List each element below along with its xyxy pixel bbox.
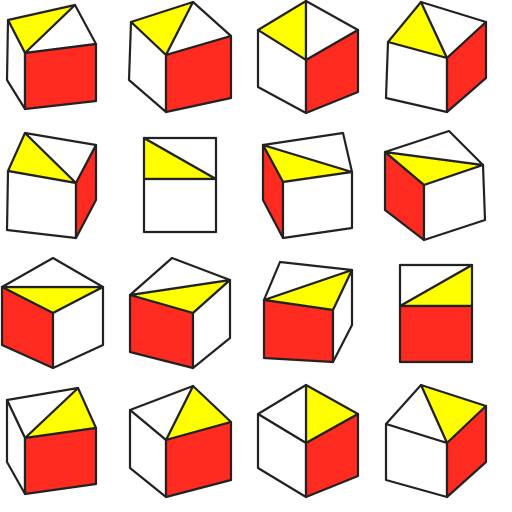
cube-r3c2 [128,256,232,370]
cube-r4c3-face-4-red [304,412,360,499]
cube-r3c2-face-4-white [191,278,232,370]
cube-r1c2 [127,0,233,114]
cube-r3c4-face-2-white [398,263,474,308]
cube-r1c4-face-4-red [445,20,488,114]
cube-r1c4 [384,0,488,114]
cube-r3c3-face-4-white [331,268,354,364]
cube-r3c1 [0,256,105,370]
cube-r2c1-face-3-white [5,169,78,240]
cube-r1c1-face-4-red [23,42,98,111]
cube-r1c1 [5,3,98,111]
cube-r4c4-face-4-red [445,404,488,499]
cube-r2c3 [261,131,354,240]
cube-r3c2-face-2-white [128,256,232,297]
cube-r2c3-face-4-white [281,170,354,240]
cube-r4c3 [256,383,360,499]
cube-r3c3-face-2-white [262,260,354,302]
cube-r3c3 [262,260,354,364]
cube-r3c4-face-3-red [398,304,474,364]
cube-r4c2 [128,384,233,499]
cube-r1c2-face-4-red [164,34,233,114]
cube-r2c2 [142,136,218,234]
cube-r1c3-face-4-red [304,28,360,115]
cube-r4c1-face-4-red [23,426,98,496]
cube-r2c1-face-4-red [74,143,98,240]
cube-r1c3 [256,0,360,115]
cube-r3c1-face-4-white [51,285,105,370]
cube-r2c3-face-2-white [261,131,354,174]
cube-r4c2-face-4-red [164,420,233,499]
cube-r2c2-face-2-white [142,136,218,181]
cube-r3c1-face-2-white [0,256,105,289]
cube-r4c4 [384,383,488,499]
cube-r2c1 [5,131,98,240]
cube-r2c4 [383,129,487,242]
cube-r2c4-face-2-white [383,129,485,167]
cube-r4c1 [5,386,98,496]
cube-r3c4 [398,263,474,364]
cube-r3c3-face-3-red [262,298,335,364]
cube-r2c2-face-3-white [142,177,218,234]
cube-r2c4-face-4-white [422,163,487,242]
